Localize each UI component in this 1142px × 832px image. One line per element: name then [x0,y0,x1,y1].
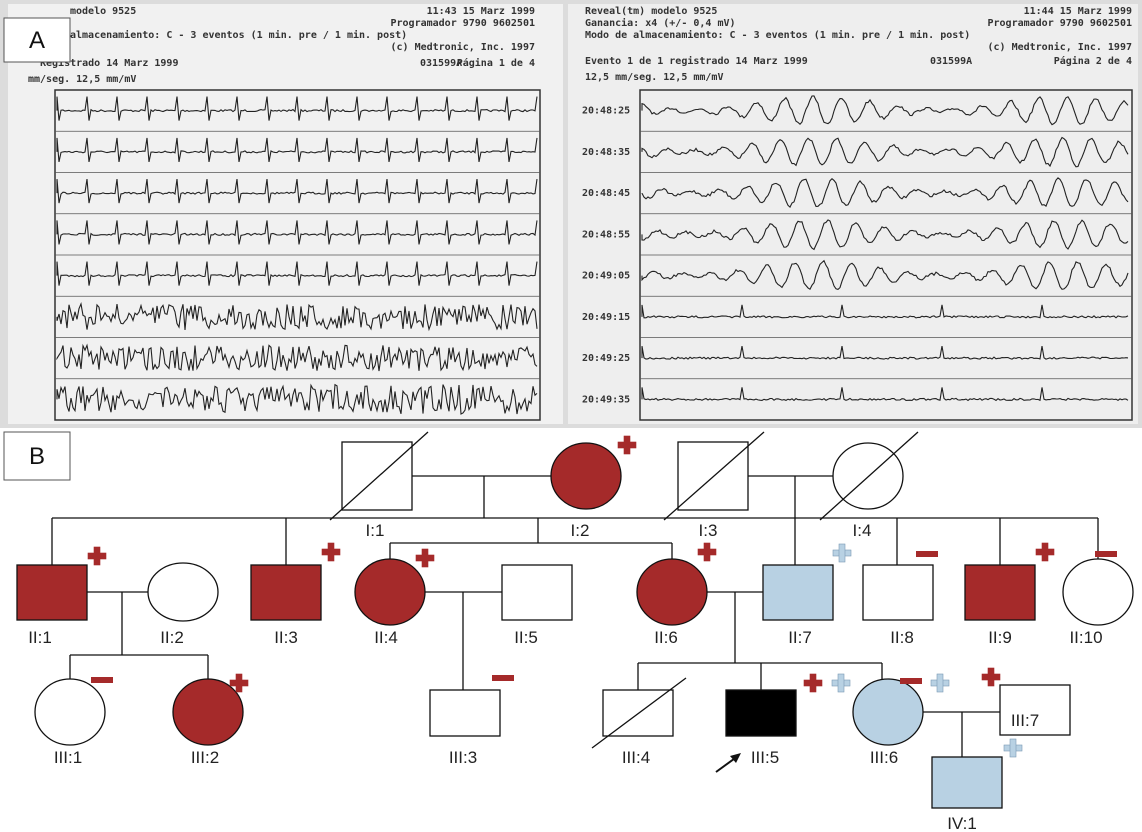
individual-label: II:2 [160,628,184,647]
genotype-plus [839,544,845,562]
genotype-minus [492,675,514,681]
male [863,565,933,620]
scan-text: Página 1 de 4 [457,57,535,69]
male-carrier [932,757,1002,808]
individual-label: III:7 [1011,711,1039,730]
time-label: 20:48:55 [582,229,630,240]
scan-text: Modo de almacenamiento: C - 3 eventos (1… [585,29,970,41]
time-label: 20:49:35 [582,394,630,405]
scan-text: 031599A [930,56,972,67]
pedigree: B [4,432,1133,832]
scan-text: mm/seg. 12,5 mm/mV [28,74,136,85]
scan-text: almacenamiento: C - 3 eventos (1 min. pr… [70,29,407,41]
scan-text: (c) Medtronic, Inc. 1997 [988,41,1133,53]
individual-label: II:8 [890,628,914,647]
individual-label: I:2 [571,521,590,540]
individual-label: IV:1 [947,814,977,832]
genotype-plus [328,543,334,561]
female-affected [173,679,243,745]
scan-text: Ganancia: x4 (+/- 0,4 mV) [585,17,736,29]
ecg-panel: modelo 9525 11:43 15 Marz 1999 Programad… [0,0,1142,428]
individual-label: III:1 [54,748,82,767]
time-label: 20:49:05 [582,271,630,282]
panel-label: A [29,27,45,54]
female-affected [637,559,707,625]
individual-label: II:3 [274,628,298,647]
genotype-minus [1095,551,1117,557]
individual-label: II:6 [654,628,678,647]
individual-label: II:5 [514,628,538,647]
scan-text: modelo 9525 [70,6,136,17]
scan-text: Programador 9790 9602501 [391,18,536,29]
male-affected [251,565,321,620]
female [1063,559,1133,625]
genotype-plus [810,674,816,692]
scan-text: 11:44 15 Marz 1999 [1024,6,1132,17]
genotype-plus [704,543,710,561]
time-label: 20:48:35 [582,147,630,158]
individual-label: II:7 [788,628,812,647]
scan-text: Programador 9790 9602501 [988,18,1133,29]
genotype-plus [624,436,630,454]
genotype-plus [988,668,994,686]
individual-label: I:1 [366,521,385,540]
male-proband [726,690,796,736]
scan-text: Evento 1 de 1 registrado 14 Marz 1999 [585,55,808,67]
male-carrier [763,565,833,620]
genotype-plus [937,674,943,692]
male [430,690,500,736]
female-affected [551,443,621,509]
male-deceased [678,442,748,510]
individual-label: II:1 [28,628,52,647]
genotype-plus [422,549,428,567]
individual-label: II:4 [374,628,398,647]
male-affected [17,565,87,620]
genotype-plus [838,674,844,692]
male-affected [965,565,1035,620]
genotype-minus [900,678,922,684]
individual-label: III:6 [870,748,898,767]
female [148,563,218,621]
genotype-plus [1042,543,1048,561]
genotype-minus [916,551,938,557]
female-affected [355,559,425,625]
individual-label: III:4 [622,748,650,767]
scan-text: 12,5 mm/seg. 12,5 mm/mV [585,72,723,83]
figure: modelo 9525 11:43 15 Marz 1999 Programad… [0,0,1142,832]
individual-label: III:5 [751,748,779,767]
female [35,679,105,745]
scan-text: 11:43 15 Marz 1999 [427,6,535,17]
time-label: 20:49:25 [582,353,630,364]
genotype-minus [91,677,113,683]
individual-label: I:4 [853,521,872,540]
individual-label: I:3 [699,521,718,540]
individual-label: II:9 [988,628,1012,647]
genotype-plus [1010,739,1016,757]
scan-text: Página 2 de 4 [1054,55,1132,67]
female-carrier [853,679,923,745]
individual-label: III:2 [191,748,219,767]
individual-label: III:3 [449,748,477,767]
genotype-plus [94,547,100,565]
time-label: 20:48:45 [582,188,630,199]
scan-text: (c) Medtronic, Inc. 1997 [391,41,536,53]
panel-label: B [29,443,45,470]
time-label: 20:49:15 [582,312,630,323]
male [502,565,572,620]
genotype-plus [236,674,242,692]
scan-text: Reveal(tm) modelo 9525 [585,6,717,17]
time-label: 20:48:25 [582,106,630,117]
individual-label: II:10 [1069,628,1102,647]
